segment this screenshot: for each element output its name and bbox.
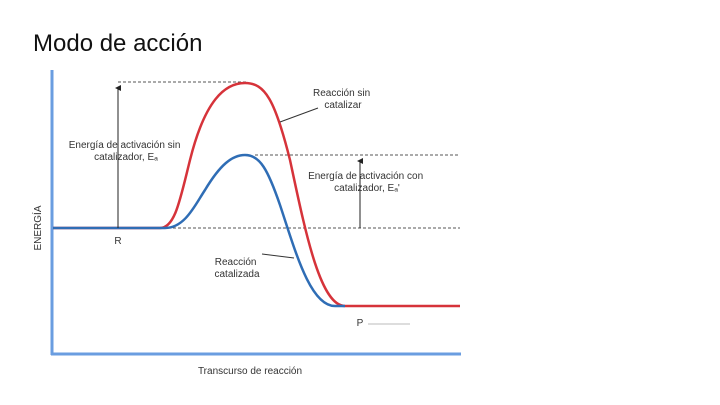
label-line: Energía de activación sin: [69, 140, 181, 151]
label-line: Energía de activación con: [308, 171, 423, 182]
uncatalyzed-curve: [53, 81, 460, 308]
slide-title: Modo de acción: [33, 30, 202, 57]
uncatalyzed-label: Reacción sin catalizar: [313, 88, 373, 111]
callout-line: [279, 107, 319, 123]
reactants-label: R: [114, 236, 121, 247]
label-line: catalizador, Eₐ': [334, 183, 400, 194]
activation-label-catalyzed: Energía de activación con catalizador, E…: [308, 171, 426, 194]
label-line: catalizar: [324, 100, 362, 111]
label-line: catalizada: [214, 269, 259, 280]
callout-line: [261, 253, 295, 259]
label-line: catalizador, Eₐ: [94, 152, 158, 163]
products-label: P: [357, 318, 364, 329]
y-axis-label: ENERGÍA: [31, 205, 44, 250]
activation-label-uncatalyzed: Energía de activación sin catalizador, E…: [69, 140, 184, 163]
label-line: Reacción sin: [313, 88, 370, 99]
catalyzed-label: Reacción catalizada: [214, 257, 259, 280]
label-line: Reacción: [215, 257, 257, 268]
catalyzed-curve: [53, 153, 345, 308]
x-axis-label: Transcurso de reacción: [198, 366, 302, 377]
